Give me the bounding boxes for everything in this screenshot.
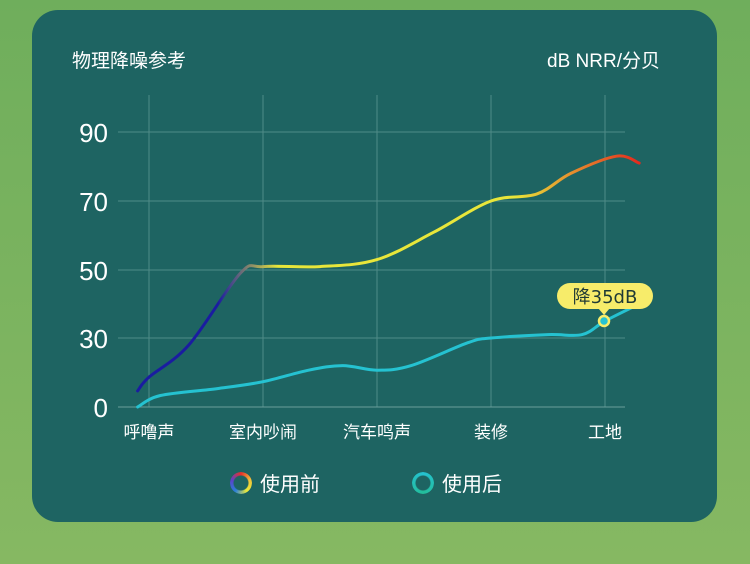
legend-swatch-before <box>230 471 252 494</box>
unit-label: dB NRR/分贝 <box>547 51 660 72</box>
annotation-bubble <box>557 283 653 309</box>
legend-label-after: 使用后 <box>442 472 502 496</box>
legend-label-before: 使用前 <box>260 472 320 496</box>
y-tick-label: 70 <box>79 187 108 217</box>
annotation-label: 降35dB <box>573 287 638 308</box>
y-tick-label: 90 <box>79 118 108 148</box>
series-line-after <box>136 302 641 409</box>
x-tick-label: 汽车鸣声 <box>343 423 411 443</box>
legend-item-after: 使用后 <box>412 468 502 497</box>
grid <box>118 95 625 408</box>
legend-swatch-after <box>412 471 434 494</box>
annotation-point <box>597 314 611 328</box>
x-tick-label: 室内吵闹 <box>229 423 297 443</box>
chart-title: 物理降噪参考 <box>72 50 187 72</box>
chart-card <box>32 10 717 522</box>
series-line-before <box>136 154 641 393</box>
x-tick-label: 装修 <box>474 423 508 443</box>
annotation: 降35dB <box>557 283 653 328</box>
legend-item-before: 使用前 <box>230 468 320 497</box>
x-tick-label: 工地 <box>588 423 622 443</box>
y-tick-label: 30 <box>79 324 108 354</box>
x-tick-label: 呼噜声 <box>124 423 175 443</box>
y-tick-label: 50 <box>79 256 108 286</box>
annotation-pointer <box>598 308 610 315</box>
y-tick-label: 0 <box>94 393 108 423</box>
